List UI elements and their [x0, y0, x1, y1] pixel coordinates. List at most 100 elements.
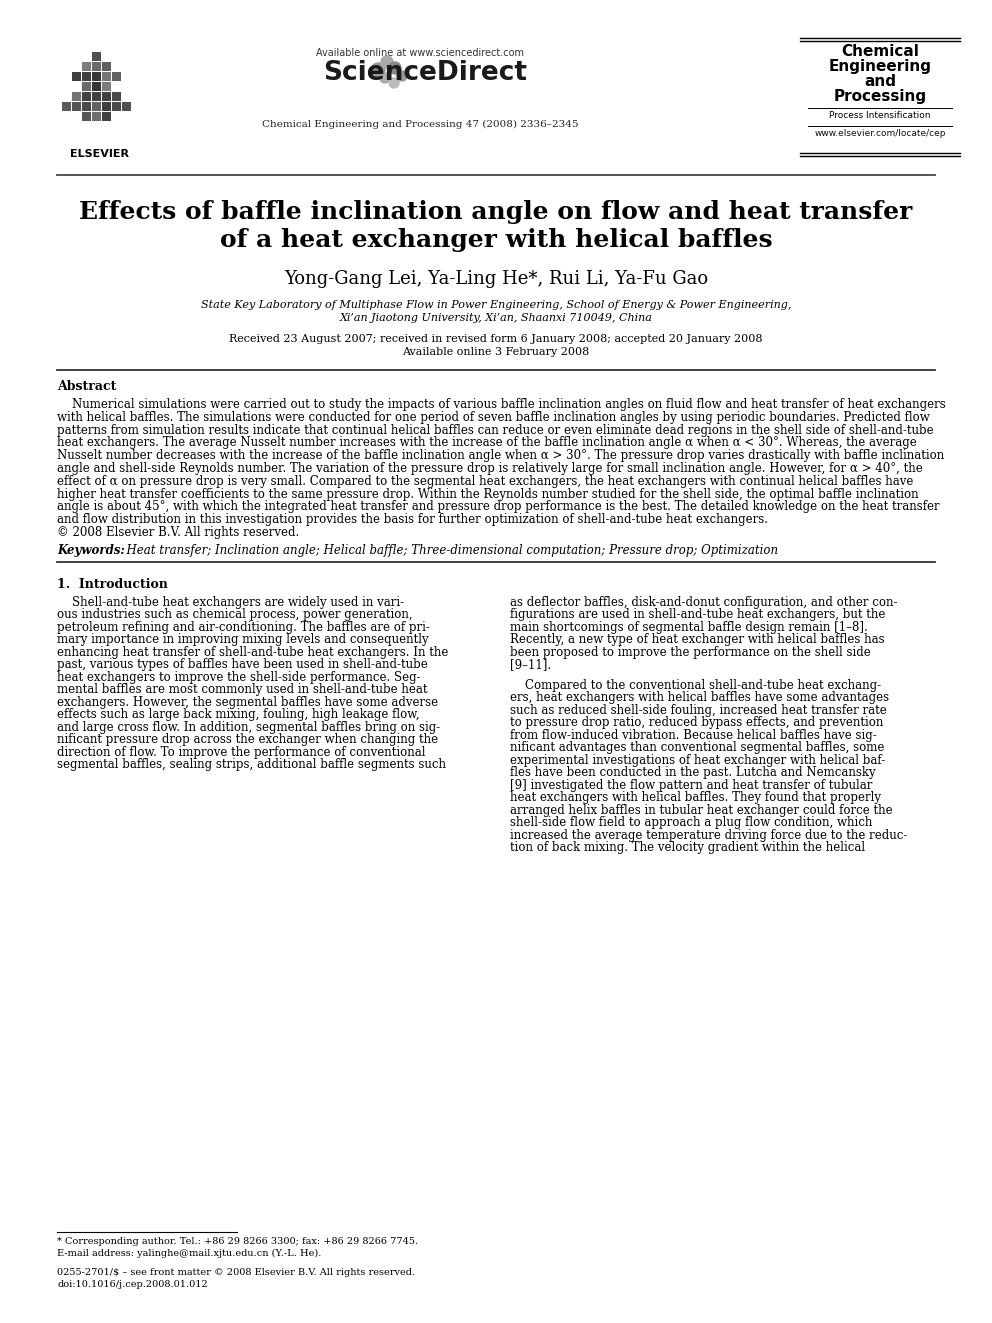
Text: been proposed to improve the performance on the shell side: been proposed to improve the performance…: [510, 646, 871, 659]
Text: doi:10.1016/j.cep.2008.01.012: doi:10.1016/j.cep.2008.01.012: [57, 1279, 207, 1289]
Text: Available online 3 February 2008: Available online 3 February 2008: [403, 347, 589, 357]
Bar: [82, 93, 91, 101]
Bar: [92, 52, 101, 61]
Bar: [92, 112, 101, 120]
Text: heat exchangers to improve the shell-side performance. Seg-: heat exchangers to improve the shell-sid…: [57, 671, 421, 684]
Bar: [62, 102, 71, 111]
Bar: [112, 102, 121, 111]
Text: Xi’an Jiaotong University, Xi’an, Shaanxi 710049, China: Xi’an Jiaotong University, Xi’an, Shaanx…: [339, 314, 653, 323]
Text: © 2008 Elsevier B.V. All rights reserved.: © 2008 Elsevier B.V. All rights reserved…: [57, 527, 300, 538]
Text: Keywords:: Keywords:: [57, 544, 125, 557]
Bar: [82, 71, 91, 81]
Text: increased the average temperature driving force due to the reduc-: increased the average temperature drivin…: [510, 828, 908, 841]
Bar: [102, 112, 111, 120]
Text: Compared to the conventional shell-and-tube heat exchang-: Compared to the conventional shell-and-t…: [510, 679, 881, 692]
Text: figurations are used in shell-and-tube heat exchangers, but the: figurations are used in shell-and-tube h…: [510, 609, 886, 622]
Text: Chemical: Chemical: [841, 44, 919, 60]
Text: Numerical simulations were carried out to study the impacts of various baffle in: Numerical simulations were carried out t…: [57, 398, 945, 411]
Text: heat exchangers with helical baffles. They found that properly: heat exchangers with helical baffles. Th…: [510, 791, 881, 804]
Text: segmental baffles, sealing strips, additional baffle segments such: segmental baffles, sealing strips, addit…: [57, 758, 446, 771]
Text: angle is about 45°, with which the integrated heat transfer and pressure drop pe: angle is about 45°, with which the integ…: [57, 500, 939, 513]
Text: ELSEVIER: ELSEVIER: [70, 149, 129, 159]
Bar: [112, 71, 121, 81]
Text: mental baffles are most commonly used in shell-and-tube heat: mental baffles are most commonly used in…: [57, 683, 428, 696]
Text: mary importance in improving mixing levels and consequently: mary importance in improving mixing leve…: [57, 634, 429, 647]
Text: Effects of baffle inclination angle on flow and heat transfer: Effects of baffle inclination angle on f…: [79, 200, 913, 224]
Text: 1.  Introduction: 1. Introduction: [57, 578, 168, 591]
Text: and large cross flow. In addition, segmental baffles bring on sig-: and large cross flow. In addition, segme…: [57, 721, 440, 734]
Text: effects such as large back mixing, fouling, high leakage flow,: effects such as large back mixing, fouli…: [57, 708, 420, 721]
Text: Shell-and-tube heat exchangers are widely used in vari-: Shell-and-tube heat exchangers are widel…: [57, 595, 404, 609]
Text: main shortcomings of segmental baffle design remain [1–8].: main shortcomings of segmental baffle de…: [510, 620, 868, 634]
Text: E-mail address: yalinghe@mail.xjtu.edu.cn (Y.-L. He).: E-mail address: yalinghe@mail.xjtu.edu.c…: [57, 1249, 321, 1258]
Text: tion of back mixing. The velocity gradient within the helical: tion of back mixing. The velocity gradie…: [510, 841, 865, 855]
Text: www.elsevier.com/locate/cep: www.elsevier.com/locate/cep: [814, 130, 945, 138]
Text: with helical baffles. The simulations were conducted for one period of seven baf: with helical baffles. The simulations we…: [57, 411, 930, 423]
Bar: [122, 102, 131, 111]
Text: Yong-Gang Lei, Ya-Ling He*, Rui Li, Ya-Fu Gao: Yong-Gang Lei, Ya-Ling He*, Rui Li, Ya-F…: [284, 270, 708, 288]
Text: experimental investigations of heat exchanger with helical baf-: experimental investigations of heat exch…: [510, 754, 885, 767]
Text: * Corresponding author. Tel.: +86 29 8266 3300; fax: +86 29 8266 7745.: * Corresponding author. Tel.: +86 29 826…: [57, 1237, 418, 1246]
Text: State Key Laboratory of Multiphase Flow in Power Engineering, School of Energy &: State Key Laboratory of Multiphase Flow …: [200, 300, 792, 310]
Circle shape: [380, 73, 390, 83]
Circle shape: [381, 56, 393, 67]
Text: heat exchangers. The average Nusselt number increases with the increase of the b: heat exchangers. The average Nusselt num…: [57, 437, 917, 450]
Text: patterns from simulation results indicate that continual helical baffles can red: patterns from simulation results indicat…: [57, 423, 933, 437]
Text: effect of α on pressure drop is very small. Compared to the segmental heat excha: effect of α on pressure drop is very sma…: [57, 475, 914, 488]
Bar: [92, 93, 101, 101]
Circle shape: [397, 71, 407, 81]
Bar: [82, 62, 91, 71]
Bar: [92, 82, 101, 91]
Text: enhancing heat transfer of shell-and-tube heat exchangers. In the: enhancing heat transfer of shell-and-tub…: [57, 646, 448, 659]
Text: Available online at www.sciencedirect.com: Available online at www.sciencedirect.co…: [316, 48, 524, 58]
Bar: [102, 93, 111, 101]
Text: higher heat transfer coefficients to the same pressure drop. Within the Reynolds: higher heat transfer coefficients to the…: [57, 488, 919, 500]
Text: [9] investigated the flow pattern and heat transfer of tubular: [9] investigated the flow pattern and he…: [510, 779, 872, 791]
Text: and: and: [864, 74, 896, 89]
Text: Processing: Processing: [833, 89, 927, 105]
Text: exchangers. However, the segmental baffles have some adverse: exchangers. However, the segmental baffl…: [57, 696, 438, 709]
Text: [9–11].: [9–11].: [510, 659, 552, 671]
Bar: [102, 71, 111, 81]
Text: ous industries such as chemical process, power generation,: ous industries such as chemical process,…: [57, 609, 413, 622]
Text: angle and shell-side Reynolds number. The variation of the pressure drop is rela: angle and shell-side Reynolds number. Th…: [57, 462, 923, 475]
Text: nificant pressure drop across the exchanger when changing the: nificant pressure drop across the exchan…: [57, 733, 438, 746]
Text: past, various types of baffles have been used in shell-and-tube: past, various types of baffles have been…: [57, 659, 428, 671]
Text: ers, heat exchangers with helical baffles have some advantages: ers, heat exchangers with helical baffle…: [510, 692, 889, 704]
Text: shell-side flow field to approach a plug flow condition, which: shell-side flow field to approach a plug…: [510, 816, 872, 830]
Circle shape: [371, 64, 385, 77]
Bar: [102, 62, 111, 71]
Bar: [102, 102, 111, 111]
Text: such as reduced shell-side fouling, increased heat transfer rate: such as reduced shell-side fouling, incr…: [510, 704, 887, 717]
Bar: [102, 82, 111, 91]
Text: nificant advantages than conventional segmental baffles, some: nificant advantages than conventional se…: [510, 741, 885, 754]
Text: petroleum refining and air-conditioning. The baffles are of pri-: petroleum refining and air-conditioning.…: [57, 620, 430, 634]
Text: fles have been conducted in the past. Lutcha and Nemcansky: fles have been conducted in the past. Lu…: [510, 766, 876, 779]
Text: Nusselt number decreases with the increase of the baffle inclination angle when : Nusselt number decreases with the increa…: [57, 450, 944, 462]
Bar: [72, 71, 81, 81]
Text: Recently, a new type of heat exchanger with helical baffles has: Recently, a new type of heat exchanger w…: [510, 634, 885, 647]
Text: Received 23 August 2007; received in revised form 6 January 2008; accepted 20 Ja: Received 23 August 2007; received in rev…: [229, 333, 763, 344]
Bar: [72, 93, 81, 101]
Text: of a heat exchanger with helical baffles: of a heat exchanger with helical baffles: [219, 228, 773, 251]
Bar: [82, 82, 91, 91]
Bar: [92, 102, 101, 111]
Text: arranged helix baffles in tubular heat exchanger could force the: arranged helix baffles in tubular heat e…: [510, 804, 893, 816]
Text: direction of flow. To improve the performance of conventional: direction of flow. To improve the perfor…: [57, 746, 426, 759]
Bar: [72, 102, 81, 111]
Text: from flow-induced vibration. Because helical baffles have sig-: from flow-induced vibration. Because hel…: [510, 729, 877, 742]
Text: Abstract: Abstract: [57, 380, 116, 393]
Bar: [92, 62, 101, 71]
Text: 0255-2701/$ – see front matter © 2008 Elsevier B.V. All rights reserved.: 0255-2701/$ – see front matter © 2008 El…: [57, 1267, 415, 1277]
Text: and flow distribution in this investigation provides the basis for further optim: and flow distribution in this investigat…: [57, 513, 768, 527]
Bar: [112, 93, 121, 101]
Text: ScienceDirect: ScienceDirect: [323, 60, 527, 86]
Text: to pressure drop ratio, reduced bypass effects, and prevention: to pressure drop ratio, reduced bypass e…: [510, 716, 883, 729]
Text: Chemical Engineering and Processing 47 (2008) 2336–2345: Chemical Engineering and Processing 47 (…: [262, 120, 578, 130]
Text: Heat transfer; Inclination angle; Helical baffle; Three-dimensional computation;: Heat transfer; Inclination angle; Helica…: [119, 544, 778, 557]
Bar: [57, 50, 142, 146]
Text: as deflector baffles, disk-and-donut configuration, and other con-: as deflector baffles, disk-and-donut con…: [510, 595, 898, 609]
Bar: [82, 102, 91, 111]
Circle shape: [389, 62, 401, 74]
Text: Process Intensification: Process Intensification: [829, 111, 930, 120]
